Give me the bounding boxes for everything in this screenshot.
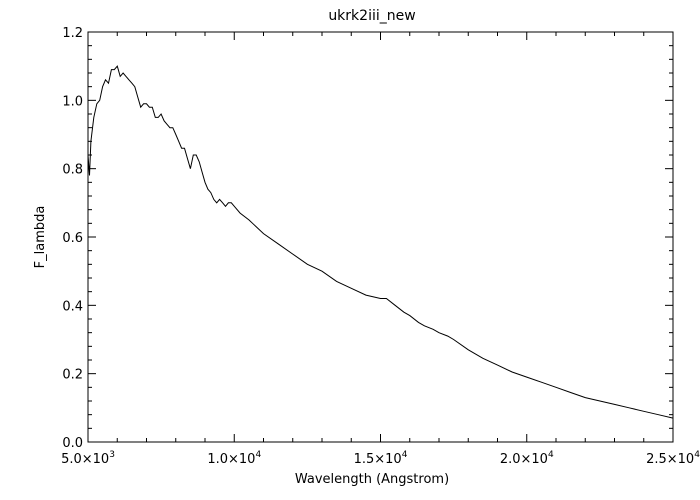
y-tick-label: 0.0 (62, 436, 83, 451)
y-tick-label: 0.4 (62, 299, 83, 314)
x-tick-label: 2.0×104 (500, 450, 554, 467)
plot-frame (87, 31, 674, 443)
y-tick-label: 0.6 (62, 231, 83, 246)
x-tick-label: 1.0×104 (207, 450, 261, 467)
x-tick-label: 1.5×104 (354, 450, 408, 467)
y-tick-label: 1.0 (62, 94, 83, 109)
chart-title: ukrk2iii_new (328, 8, 415, 24)
y-tick-label: 0.2 (62, 368, 83, 383)
spectrum-series-line (87, 65, 674, 419)
x-axis-ticks: 5.0×103 1.0×104 1.5×104 2.0×104 2.5×104 (61, 32, 700, 467)
x-tick-label: 2.5×104 (646, 450, 700, 467)
y-tick-label: 1.2 (62, 26, 83, 41)
series-layer (87, 65, 674, 419)
y-axis-title: F_lambda (33, 206, 48, 269)
x-tick-label: 5.0×103 (61, 450, 115, 467)
y-axis-ticks: 0.0 0.2 0.4 0.6 0.8 1.0 1.2 (62, 26, 673, 451)
x-axis-title: Wavelength (Angstrom) (295, 472, 449, 487)
y-tick-label: 0.8 (62, 163, 83, 178)
